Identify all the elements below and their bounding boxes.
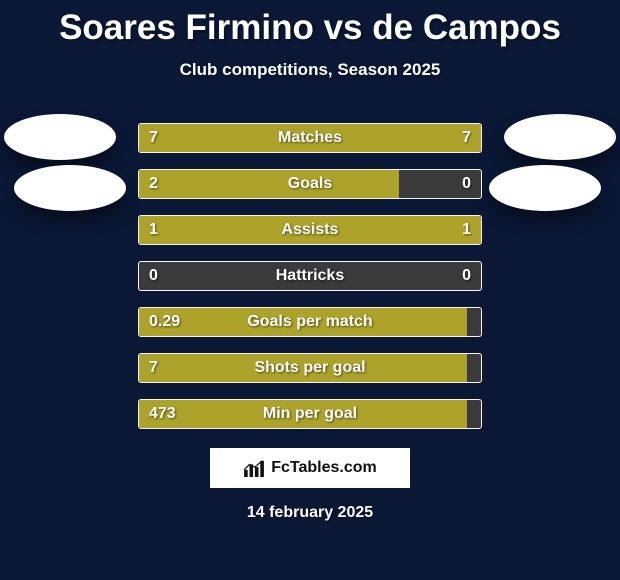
date-text: 14 february 2025 [0, 504, 620, 522]
stat-value-right: 0 [462, 170, 471, 199]
stat-value-right: 7 [462, 124, 471, 153]
stat-label: Hattricks [139, 262, 481, 291]
stat-label: Min per goal [139, 400, 481, 429]
stat-label: Matches [139, 124, 481, 153]
stat-label: Shots per goal [139, 354, 481, 383]
stat-label: Goals [139, 170, 481, 199]
stat-bar: 1Assists1 [138, 215, 482, 245]
player-avatar-right-2 [489, 165, 601, 211]
stat-value-right: 1 [462, 216, 471, 245]
player-avatar-right-1 [504, 114, 616, 160]
page-title: Soares Firmino vs de Campos [0, 0, 620, 48]
logo-badge: FcTables.com [210, 448, 410, 488]
player-avatar-left-2 [14, 165, 126, 211]
bars-icon [243, 459, 265, 477]
stat-bar: 7Shots per goal [138, 353, 482, 383]
stat-bar: 7Matches7 [138, 123, 482, 153]
stat-label: Goals per match [139, 308, 481, 337]
comparison-bars: 7Matches72Goals01Assists10Hattricks00.29… [138, 123, 482, 445]
stat-bar: 473Min per goal [138, 399, 482, 429]
page-subtitle: Club competitions, Season 2025 [0, 60, 620, 80]
stat-bar: 2Goals0 [138, 169, 482, 199]
stat-label: Assists [139, 216, 481, 245]
player-avatar-left-1 [4, 114, 116, 160]
logo-text: FcTables.com [271, 459, 377, 477]
stat-value-right: 0 [462, 262, 471, 291]
stat-bar: 0Hattricks0 [138, 261, 482, 291]
stat-bar: 0.29Goals per match [138, 307, 482, 337]
